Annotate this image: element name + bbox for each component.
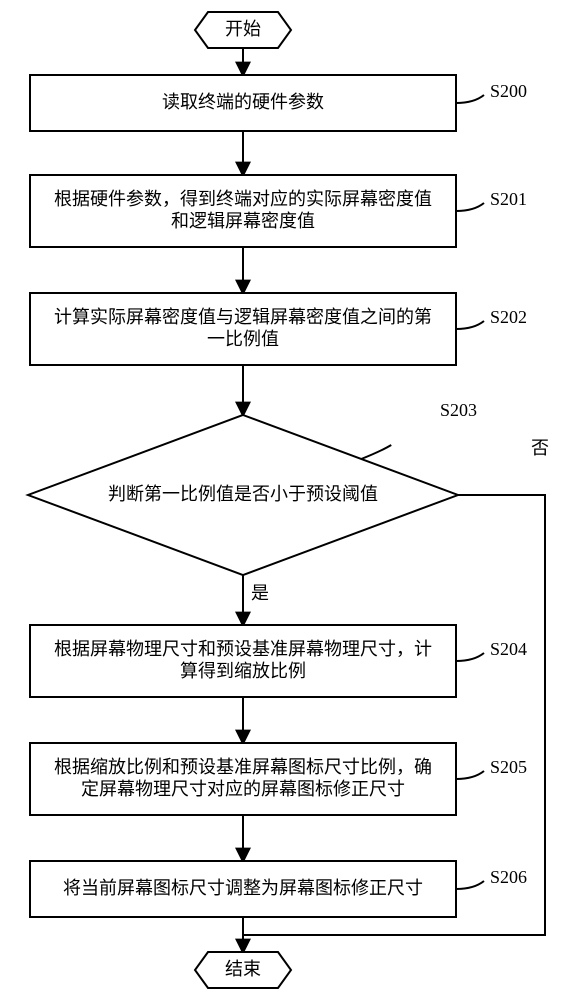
svg-text:结束: 结束 xyxy=(225,959,261,979)
svg-text:根据硬件参数，得到终端对应的实际屏幕密度值: 根据硬件参数，得到终端对应的实际屏幕密度值 xyxy=(54,189,432,209)
svg-text:S200: S200 xyxy=(490,81,527,101)
svg-text:和逻辑屏幕密度值: 和逻辑屏幕密度值 xyxy=(171,211,315,231)
svg-text:否: 否 xyxy=(531,438,549,458)
svg-text:根据屏幕物理尺寸和预设基准屏幕物理尺寸，计: 根据屏幕物理尺寸和预设基准屏幕物理尺寸，计 xyxy=(54,639,432,659)
svg-text:是: 是 xyxy=(251,583,269,603)
svg-text:判断第一比例值是否小于预设阈值: 判断第一比例值是否小于预设阈值 xyxy=(108,484,378,504)
svg-text:将当前屏幕图标尺寸调整为屏幕图标修正尺寸: 将当前屏幕图标尺寸调整为屏幕图标修正尺寸 xyxy=(63,878,423,898)
svg-text:定屏幕物理尺寸对应的屏幕图标修正尺寸: 定屏幕物理尺寸对应的屏幕图标修正尺寸 xyxy=(81,779,405,799)
svg-text:S202: S202 xyxy=(490,307,527,327)
flowchart: 开始读取终端的硬件参数根据硬件参数，得到终端对应的实际屏幕密度值和逻辑屏幕密度值… xyxy=(0,0,587,1000)
svg-text:读取终端的硬件参数: 读取终端的硬件参数 xyxy=(162,92,324,112)
svg-text:S203: S203 xyxy=(440,400,477,420)
svg-text:S204: S204 xyxy=(490,639,527,659)
svg-text:根据缩放比例和预设基准屏幕图标尺寸比例，确: 根据缩放比例和预设基准屏幕图标尺寸比例，确 xyxy=(54,757,432,777)
svg-text:S206: S206 xyxy=(490,867,527,887)
svg-text:计算实际屏幕密度值与逻辑屏幕密度值之间的第: 计算实际屏幕密度值与逻辑屏幕密度值之间的第 xyxy=(54,307,432,327)
svg-text:S201: S201 xyxy=(490,189,527,209)
svg-text:一比例值: 一比例值 xyxy=(207,329,279,349)
svg-text:S205: S205 xyxy=(490,757,527,777)
svg-text:开始: 开始 xyxy=(225,19,261,39)
svg-text:算得到缩放比例: 算得到缩放比例 xyxy=(180,661,306,681)
